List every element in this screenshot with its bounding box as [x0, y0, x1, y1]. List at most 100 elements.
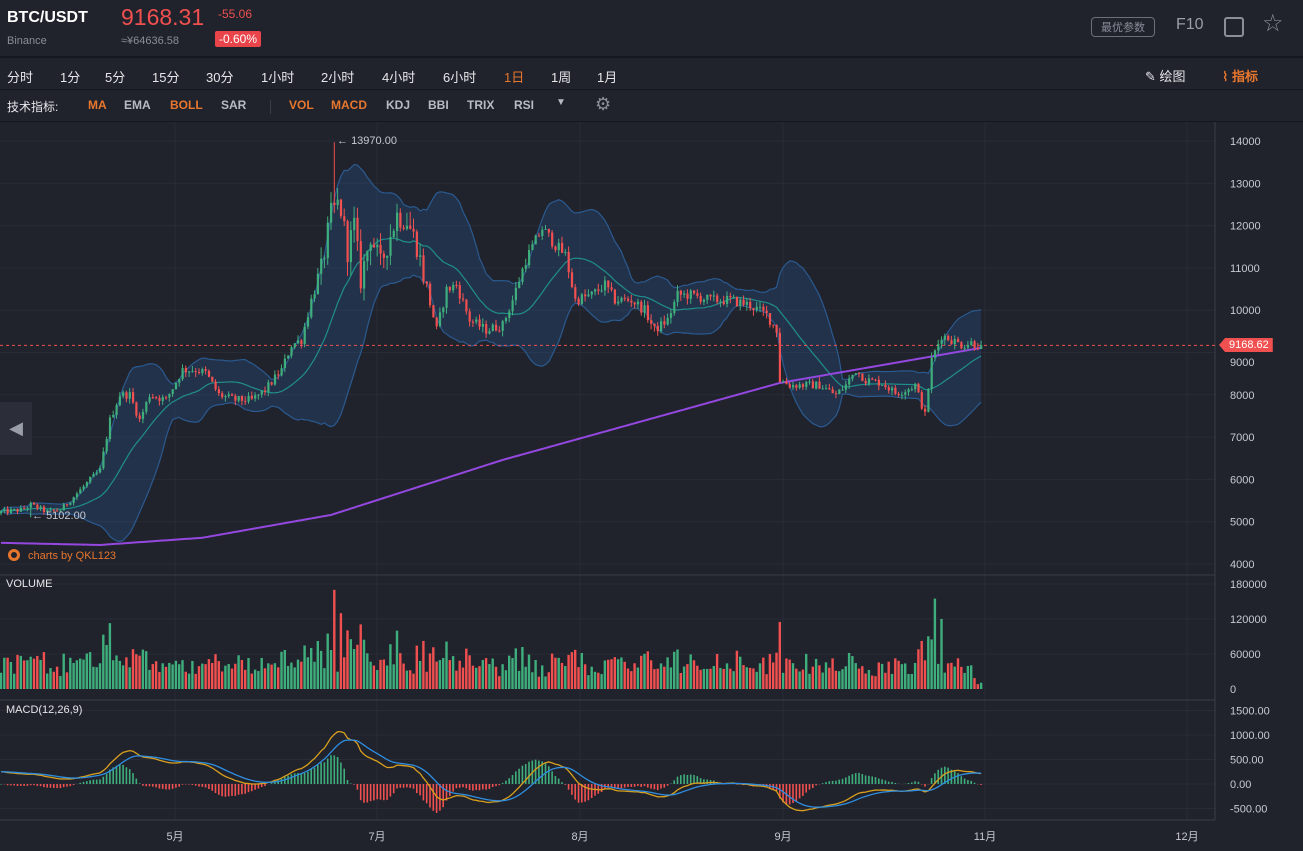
candle-body: [69, 502, 72, 505]
tab-interval[interactable]: 1月: [597, 70, 618, 85]
macd-histogram-bar: [478, 784, 481, 791]
volume-bar: [336, 671, 339, 689]
chart-canvas[interactable]: 14000 13000 12000 11000 10000 9000 8000 7000 600…: [0, 122, 1303, 851]
tab-interval[interactable]: 5分: [105, 70, 126, 85]
candle-body: [970, 341, 973, 345]
candle-body: [488, 331, 491, 334]
candle-body: [112, 414, 115, 418]
candle-body: [676, 290, 679, 302]
fullscreen-icon[interactable]: [1224, 17, 1244, 37]
indicator-macd[interactable]: MACD: [331, 98, 367, 112]
volume-axis-label: 0: [1230, 684, 1236, 696]
volume-panel-label: VOLUME: [6, 578, 53, 590]
scroll-left-button[interactable]: ◀: [0, 402, 32, 455]
tab-interval[interactable]: 分时: [7, 70, 34, 85]
volume-bar: [415, 645, 418, 689]
f10-button[interactable]: F10: [1176, 16, 1204, 33]
candle-body: [749, 301, 752, 309]
candle-body: [240, 396, 244, 401]
volume-bar: [42, 652, 46, 689]
volume-bar: [178, 664, 181, 689]
candle-body: [42, 506, 46, 513]
gear-icon[interactable]: ⚙: [595, 94, 612, 114]
indicator-trix[interactable]: TRIX: [467, 98, 495, 112]
macd-histogram-bar: [168, 784, 171, 790]
macd-histogram-bar: [122, 764, 124, 784]
indicator-bbi[interactable]: BBI: [428, 98, 449, 112]
volume-bar: [838, 671, 841, 689]
volume-bar: [405, 670, 409, 689]
macd-histogram-bar: [798, 784, 801, 799]
indicator-sar[interactable]: SAR: [221, 98, 247, 112]
macd-histogram-bar: [871, 776, 873, 784]
volume-bar: [541, 665, 544, 689]
candle-body: [23, 507, 26, 509]
macd-histogram-bar: [805, 784, 807, 793]
candle-body: [310, 298, 313, 318]
candle-body: [247, 395, 250, 402]
candle-body: [689, 290, 692, 299]
candle-body: [755, 306, 758, 310]
tab-interval[interactable]: 15分: [152, 70, 180, 85]
macd-histogram-bar: [13, 784, 15, 786]
macd-histogram-bar: [43, 784, 45, 788]
candle-body: [815, 381, 818, 389]
time-axis-label: 11月: [974, 831, 996, 843]
volume-bar: [46, 673, 49, 689]
volume-bar: [425, 671, 428, 689]
tab-interval[interactable]: 1日: [504, 70, 525, 85]
candle-body: [732, 296, 735, 298]
volume-bar: [55, 666, 59, 689]
candle-body: [452, 284, 455, 291]
tab-interval[interactable]: 1小时: [261, 70, 295, 85]
candle-body: [854, 373, 857, 375]
volume-bar: [197, 666, 201, 689]
indicator-boll[interactable]: BOLL: [170, 98, 203, 112]
candle-body: [679, 290, 682, 295]
macd-histogram-bar: [963, 778, 966, 784]
optimal-params-button[interactable]: 最优参数: [1091, 17, 1155, 37]
macd-histogram-bar: [386, 784, 388, 800]
tab-interval[interactable]: 4小时: [382, 70, 416, 85]
last-price-tag: 9168.62: [1219, 338, 1273, 352]
macd-histogram-bar: [218, 784, 220, 795]
volume-bar: [468, 655, 471, 689]
indicator-button[interactable]: ⌇ 指标: [1222, 69, 1258, 84]
macd-histogram-bar: [287, 775, 289, 784]
indicator-ema[interactable]: EMA: [124, 98, 151, 112]
candle-body: [623, 297, 626, 299]
candle-body: [485, 323, 488, 334]
favorite-star-icon[interactable]: ☆: [1262, 10, 1284, 37]
candle-body: [570, 272, 574, 288]
volume-bar: [597, 672, 600, 689]
volume-bar: [960, 666, 963, 689]
tab-interval[interactable]: 30分: [206, 70, 234, 85]
volume-bar: [115, 655, 118, 689]
candle-body: [353, 217, 356, 231]
tab-interval[interactable]: 6小时: [443, 70, 477, 85]
candle-body: [207, 370, 211, 377]
tab-interval[interactable]: 1周: [551, 70, 572, 85]
macd-histogram-bar: [10, 784, 12, 786]
more-indicators-dropdown[interactable]: ▼: [556, 97, 566, 108]
macd-histogram-bar: [917, 781, 920, 784]
volume-bar: [92, 666, 95, 689]
indicator-ma[interactable]: MA: [88, 98, 107, 112]
tab-interval[interactable]: 2小时: [321, 70, 355, 85]
volume-bar: [402, 663, 405, 689]
indicator-vol[interactable]: VOL: [289, 98, 314, 112]
macd-histogram-bar: [587, 784, 590, 801]
indicator-rsi[interactable]: RSI: [514, 98, 535, 112]
volume-bar: [174, 660, 178, 689]
draw-button[interactable]: ✎ 绘图: [1145, 69, 1186, 84]
candle-body: [693, 290, 696, 294]
price-axis-label: 14000: [1230, 136, 1261, 148]
candle-body: [184, 368, 187, 373]
macd-histogram-bar: [597, 784, 600, 794]
candle-body: [19, 507, 22, 512]
volume-bar: [620, 657, 623, 689]
macd-histogram-bar: [680, 775, 682, 784]
price-axis-label: 10000: [1230, 305, 1261, 317]
tab-interval[interactable]: 1分: [60, 70, 81, 85]
indicator-kdj[interactable]: KDJ: [386, 98, 411, 112]
